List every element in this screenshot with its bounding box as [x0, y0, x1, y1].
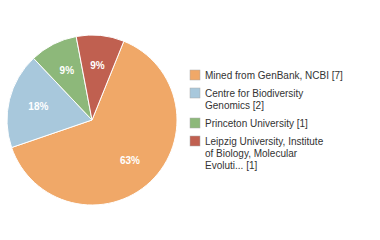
data-label: 63%: [120, 155, 140, 166]
legend: Mined from GenBank, NCBI [7] Centre for B…: [190, 70, 343, 171]
data-label: 18%: [28, 101, 48, 112]
chart-svg: 63% 18% 9% 9% Mined from GenBank, NCBI [7] Ce…: [0, 0, 380, 240]
legend-label: Princeton University [1]: [205, 118, 308, 129]
data-label: 9%: [90, 60, 105, 71]
legend-label: Leipzig University, Instituteof Biology,…: [205, 136, 324, 171]
legend-swatch: [190, 70, 200, 80]
legend-label: Centre for BiodiversityGenomics [2]: [205, 88, 303, 111]
data-label: 9%: [60, 65, 75, 76]
pie-slice: [76, 35, 124, 120]
legend-label: Mined from GenBank, NCBI [7]: [205, 70, 343, 81]
legend-swatch: [190, 136, 200, 146]
legend-swatch: [190, 118, 200, 128]
data-labels: 63% 18% 9% 9%: [28, 60, 140, 166]
legend-swatch: [190, 88, 200, 98]
chart-container: 63% 18% 9% 9% Mined from GenBank, NCBI [7] Ce…: [0, 0, 380, 240]
pie: [7, 35, 177, 205]
